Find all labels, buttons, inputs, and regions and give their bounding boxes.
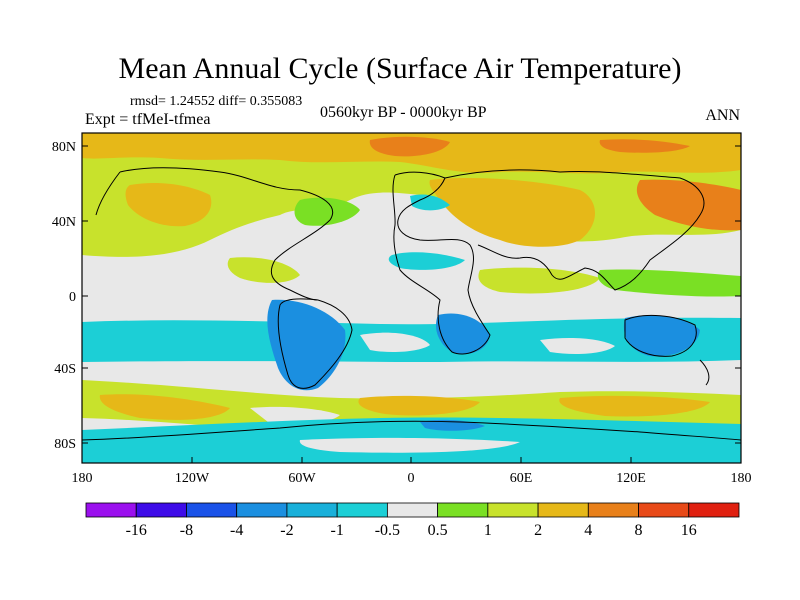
colorbar-label: 0.5 <box>428 522 448 539</box>
colorbar-swatch <box>336 502 388 518</box>
colorbar-swatch <box>487 502 539 518</box>
lon-tick-label: 180 <box>72 471 93 486</box>
colorbar-swatch <box>186 502 238 518</box>
colorbar-label: 8 <box>635 522 643 539</box>
colorbar-swatch <box>85 502 137 518</box>
colorbar-swatch <box>386 502 439 518</box>
colorbar-label: 16 <box>681 522 697 539</box>
colorbar-swatch <box>286 502 338 518</box>
lat-tick-label: 80N <box>52 140 76 155</box>
colorbar-label: 4 <box>584 522 592 539</box>
lat-tick-label: 40S <box>54 362 76 377</box>
temperature-anomaly-field <box>82 133 741 463</box>
colorbar-label: -2 <box>280 522 293 539</box>
chart-title: Mean Annual Cycle (Surface Air Temperatu… <box>118 52 682 85</box>
colorbar: -16 -8 -4 -2 -1 -0.5 0.5 1 2 4 8 16 <box>85 502 740 539</box>
colorbar-swatch <box>135 502 187 518</box>
experiment-label: Expt = tfMeI-tfmea <box>85 111 211 128</box>
colorbar-label: -16 <box>126 522 147 539</box>
colorbar-label: 2 <box>534 522 542 539</box>
lon-tick-label: 0 <box>408 471 415 486</box>
colorbar-swatch <box>587 502 639 518</box>
colorbar-swatch <box>638 502 690 518</box>
time-period-label: 0560kyr BP - 0000kyr BP <box>320 104 487 121</box>
colorbar-label: -1 <box>330 522 343 539</box>
colorbar-label: -4 <box>230 522 243 539</box>
colorbar-label: -8 <box>180 522 193 539</box>
lon-tick-label: 120W <box>175 471 210 486</box>
coastlines <box>82 167 741 441</box>
colorbar-swatch <box>537 502 589 518</box>
lat-tick-label: 80S <box>54 437 76 452</box>
lon-tick-label: 180 <box>731 471 752 486</box>
rmsd-diff-stats: rmsd= 1.24552 diff= 0.355083 <box>130 94 303 109</box>
colorbar-swatch <box>437 502 489 518</box>
season-label: ANN <box>705 107 740 124</box>
lat-tick-label: 40N <box>52 215 76 230</box>
lon-tick-label: 120E <box>616 471 646 486</box>
colorbar-label: -0.5 <box>375 522 400 539</box>
colorbar-swatch <box>236 502 288 518</box>
colorbar-swatch <box>688 502 740 518</box>
lon-tick-label: 60W <box>288 471 316 486</box>
colorbar-label: 1 <box>484 522 492 539</box>
lon-tick-label: 60E <box>510 471 533 486</box>
axis-ticks <box>81 145 742 463</box>
lat-tick-label: 0 <box>69 290 76 305</box>
